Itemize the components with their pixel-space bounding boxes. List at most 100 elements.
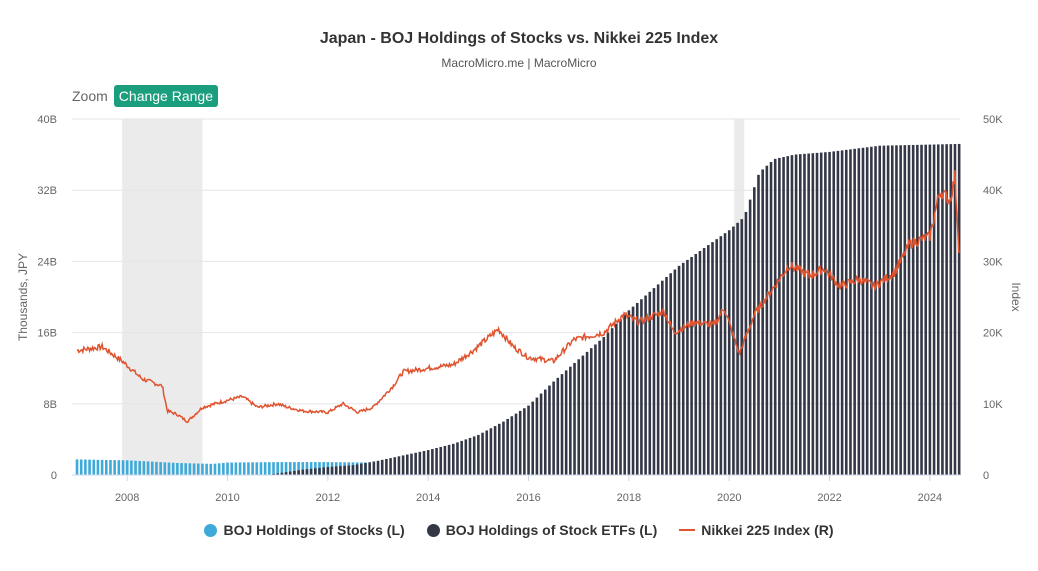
x-tick-label: 2016 [516, 492, 540, 504]
etf-bar [372, 461, 376, 475]
etf-bar [765, 165, 769, 475]
legend-item-nikkei[interactable]: Nikkei 225 Index (R) [679, 522, 834, 538]
etf-bar [305, 469, 309, 475]
etf-bar [451, 443, 455, 475]
etf-bar [456, 442, 459, 475]
right-tick-label: 20K [983, 328, 1003, 340]
legend-label-etfs: BOJ Holdings of Stock ETFs (L) [445, 522, 658, 538]
right-tick-label: 40K [983, 185, 1003, 197]
etf-bar [556, 377, 560, 475]
etf-bar [297, 470, 300, 475]
shaded-period-0 [122, 119, 203, 475]
x-tick-label: 2018 [617, 492, 641, 504]
etf-bar [957, 143, 961, 475]
stock-bar [259, 462, 263, 475]
etf-bar [401, 455, 405, 475]
stock-bar [222, 462, 225, 475]
stock-bar [280, 462, 284, 475]
etf-bar [857, 148, 861, 475]
stock-bar [146, 461, 150, 475]
zoom-controls: Zoom Change Range [72, 84, 218, 108]
etf-bar [840, 150, 844, 475]
legend-item-stocks[interactable]: BOJ Holdings of Stocks (L) [204, 522, 405, 538]
shaded-period-1 [734, 119, 745, 475]
etf-bar [870, 146, 873, 475]
etf-bar [594, 344, 597, 475]
legend-item-etfs[interactable]: BOJ Holdings of Stock ETFs (L) [426, 522, 658, 538]
stock-bar [226, 462, 229, 475]
change-range-button[interactable]: Change Range [113, 85, 218, 107]
stock-bar [100, 459, 104, 475]
stock-bar [75, 459, 79, 475]
etf-bar [698, 251, 702, 475]
etf-bar [288, 471, 292, 475]
etf-bar [778, 157, 781, 475]
etf-bar [907, 145, 911, 476]
etf-bar [903, 145, 907, 476]
etf-bar [573, 363, 576, 475]
etf-bar [552, 381, 555, 475]
nikkei-line [76, 169, 960, 424]
etf-bar [523, 408, 526, 475]
stock-bar [117, 460, 121, 475]
etf-bar [631, 306, 635, 475]
chart-title: Japan - BOJ Holdings of Stocks vs. Nikke… [319, 30, 719, 47]
etf-bar [339, 466, 342, 475]
stock-bar [163, 462, 167, 475]
etfs-dot-icon [426, 523, 440, 537]
etf-bar [360, 463, 363, 475]
etf-bar [803, 153, 806, 475]
etf-bar [502, 421, 505, 475]
etf-bar [506, 418, 509, 475]
stock-bar [104, 459, 108, 475]
etf-bar [539, 393, 543, 475]
stock-bar [217, 463, 221, 475]
etf-bar [314, 468, 317, 475]
etf-bar [744, 211, 748, 475]
etf-bar [832, 151, 836, 475]
etf-bar [849, 149, 852, 475]
etf-bar [406, 454, 409, 475]
etf-bar [527, 405, 530, 475]
legend-label-nikkei: Nikkei 225 Index (R) [701, 522, 834, 538]
stock-bar [150, 461, 154, 475]
right-axis-title: Index [1009, 282, 1023, 311]
stock-bar [276, 462, 279, 475]
etf-bar [376, 460, 380, 475]
etf-bar [648, 291, 652, 475]
stock-bar [297, 462, 300, 475]
etf-bar [844, 149, 848, 475]
stock-bar [167, 462, 171, 475]
etf-bar [464, 439, 468, 475]
etf-bar [794, 154, 798, 476]
etf-bar [615, 323, 618, 475]
etf-bar [531, 401, 535, 475]
stock-bar [263, 462, 267, 475]
etf-bar [318, 467, 321, 475]
stock-bar [242, 462, 246, 475]
stock-bar [92, 459, 96, 475]
etf-bar [309, 468, 313, 475]
etf-bar [899, 145, 902, 476]
etf-bar [686, 259, 689, 475]
stock-bar [272, 462, 275, 475]
left-tick-label: 16B [37, 328, 57, 340]
etf-bar [322, 467, 325, 475]
etf-bar [548, 385, 551, 475]
stock-bar [79, 459, 83, 475]
etf-bar [819, 152, 823, 475]
etf-bar [564, 370, 568, 475]
etf-bar [343, 465, 346, 475]
x-tick-label: 2010 [215, 492, 239, 504]
etf-bar [610, 328, 614, 475]
stock-bar [305, 462, 309, 475]
left-tick-label: 32B [37, 185, 57, 197]
etf-bar [351, 465, 355, 475]
etf-bar [606, 332, 610, 475]
etf-bar [497, 423, 501, 475]
etf-bar [677, 265, 681, 475]
etf-bar [435, 448, 438, 475]
etf-bar [681, 262, 685, 475]
etf-bar [623, 314, 626, 475]
left-tick-label: 8B [44, 399, 57, 411]
